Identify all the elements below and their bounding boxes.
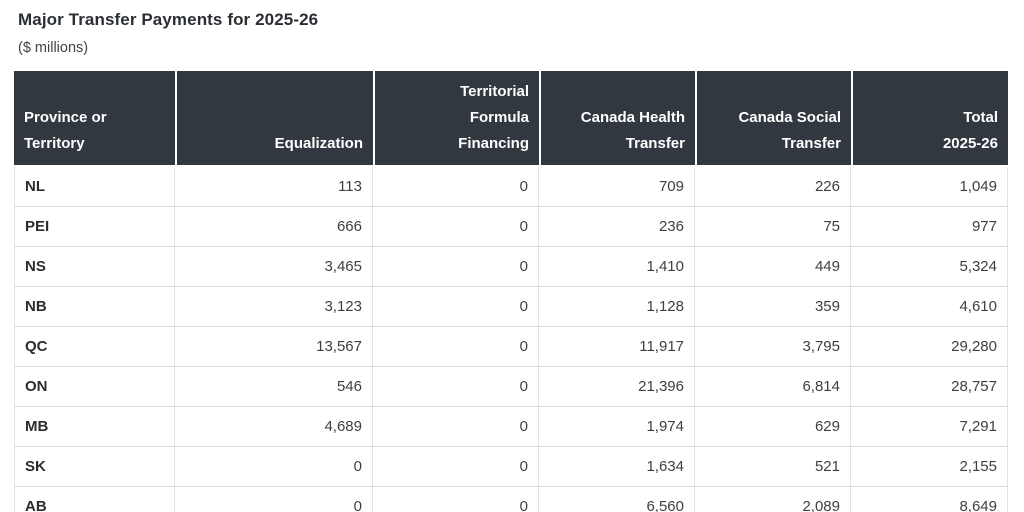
cell-value: 0 [373,287,539,327]
row-header-province: ON [14,367,175,407]
cell-value: 0 [373,207,539,247]
column-header-equalization: Equalization [175,71,373,167]
row-header-province: SK [14,447,175,487]
table-row: QC 13,567 0 11,917 3,795 29,280 [14,327,1008,367]
cell-value: 0 [373,327,539,367]
cell-value: 0 [175,447,373,487]
cell-value: 0 [373,247,539,287]
table-row: PEI 666 0 236 75 977 [14,207,1008,247]
cell-value: 0 [175,487,373,512]
cell-value: 236 [539,207,695,247]
cell-value: 1,974 [539,407,695,447]
transfer-payments-table: Province or Territory Equalization Terri… [14,71,1008,512]
cell-value: 0 [373,367,539,407]
cell-value: 4,689 [175,407,373,447]
cell-value: 4,610 [851,287,1008,327]
cell-value: 666 [175,207,373,247]
cell-value: 629 [695,407,851,447]
column-header-territorial-formula-financing: Territorial Formula Financing [373,71,539,167]
table-row: NS 3,465 0 1,410 449 5,324 [14,247,1008,287]
cell-value: 75 [695,207,851,247]
table-row: NL 113 0 709 226 1,049 [14,167,1008,207]
row-header-province: MB [14,407,175,447]
table-row: ON 546 0 21,396 6,814 28,757 [14,367,1008,407]
column-header-province-or-territory: Province or Territory [14,71,175,167]
cell-value: 226 [695,167,851,207]
cell-value: 11,917 [539,327,695,367]
row-header-province: AB [14,487,175,512]
cell-value: 546 [175,367,373,407]
cell-value: 0 [373,167,539,207]
table-header-row: Province or Territory Equalization Terri… [14,71,1008,167]
cell-value: 1,410 [539,247,695,287]
row-header-province: NB [14,287,175,327]
cell-value: 3,465 [175,247,373,287]
cell-value: 1,049 [851,167,1008,207]
cell-value: 6,560 [539,487,695,512]
page-title: Major Transfer Payments for 2025-26 [18,10,319,29]
cell-value: 709 [539,167,695,207]
row-header-province: NL [14,167,175,207]
row-header-province: QC [14,327,175,367]
table-row: MB 4,689 0 1,974 629 7,291 [14,407,1008,447]
row-header-province: PEI [14,207,175,247]
cell-value: 3,795 [695,327,851,367]
table-row: SK 0 0 1,634 521 2,155 [14,447,1008,487]
cell-value: 8,649 [851,487,1008,512]
cell-value: 0 [373,407,539,447]
cell-value: 521 [695,447,851,487]
cell-value: 28,757 [851,367,1008,407]
cell-value: 0 [373,487,539,512]
cell-value: 449 [695,247,851,287]
cell-value: 3,123 [175,287,373,327]
cell-value: 359 [695,287,851,327]
table-body: NL 113 0 709 226 1,049 PEI 666 0 236 75 977 NS 3,465 0… [14,167,1008,512]
table-header: Province or Territory Equalization Terri… [14,71,1008,167]
cell-value: 1,634 [539,447,695,487]
cell-value: 13,567 [175,327,373,367]
cell-value: 7,291 [851,407,1008,447]
column-header-canada-health-transfer: Canada Health Transfer [539,71,695,167]
column-header-canada-social-transfer: Canada Social Transfer [695,71,851,167]
cell-value: 0 [373,447,539,487]
cell-value: 977 [851,207,1008,247]
cell-value: 21,396 [539,367,695,407]
row-header-province: NS [14,247,175,287]
cell-value: 2,155 [851,447,1008,487]
cell-value: 29,280 [851,327,1008,367]
page-subtitle: ($ millions) [18,40,89,56]
table-row: NB 3,123 0 1,128 359 4,610 [14,287,1008,327]
cell-value: 5,324 [851,247,1008,287]
column-header-total: Total 2025-26 [851,71,1008,167]
cell-value: 113 [175,167,373,207]
cell-value: 2,089 [695,487,851,512]
table-row: AB 0 0 6,560 2,089 8,649 [14,487,1008,512]
cell-value: 1,128 [539,287,695,327]
cell-value: 6,814 [695,367,851,407]
